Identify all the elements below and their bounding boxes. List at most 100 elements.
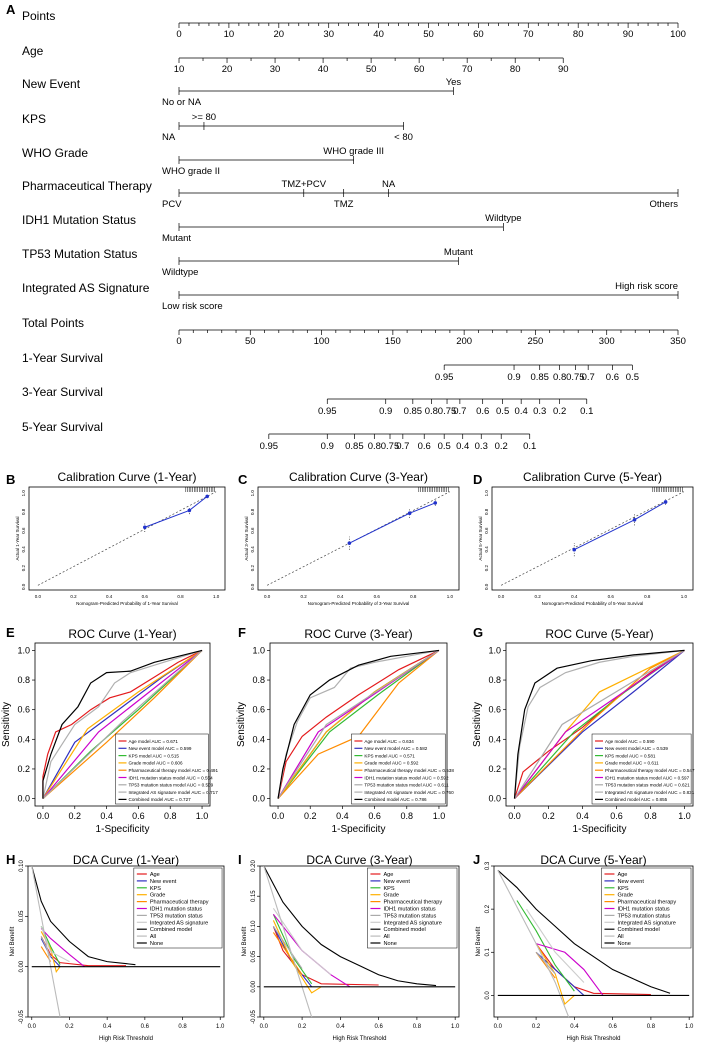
dca-legend-entry: Age [383,872,393,878]
calibration-x-tick: 0.2 [301,594,308,599]
dca-legend-box [367,867,458,949]
age-tick-label: 30 [270,64,281,75]
survival-tick-label: 0.4 [515,406,528,417]
dca-legend-entry: Combined model [150,927,192,933]
roc-legend-entry: Pharmaceutical therapy model AUC = 0.491 [129,768,219,773]
dca-curve [31,865,136,966]
calibration-point [347,541,352,545]
points-tick-label: 30 [323,29,334,40]
panel-label-f: F [238,625,246,640]
calibration-point [663,500,668,504]
roc-x-tick-label: 0.0 [37,811,50,821]
age-tick-label: 10 [174,64,185,75]
category-level-label: High risk score [615,281,678,292]
roc-y-tick-label: 0.0 [488,794,501,804]
roc-legend-entry: Age model AUC = 0.671 [129,739,179,744]
calibration-point [407,511,412,516]
roc-x-label: 1-Specificity [332,824,386,835]
calibration-x-tick: 0.8 [410,594,417,599]
roc-curve [42,649,203,799]
panel-label-e: E [6,625,15,640]
survival-tick-label: 0.5 [496,406,509,417]
survival-tick-label: 0.8 [368,441,381,452]
total-points-tick-label: 150 [385,336,401,347]
dca-y-label: Net Benefit [10,926,16,956]
nomogram-label-pharmaceutical-therapy: Pharmaceutical Therapy [22,179,152,193]
age-tick-label: 60 [414,64,425,75]
nomogram-label-1-year-survival: 1-Year Survival [22,351,103,365]
plot-frame [259,865,460,1018]
category-level-label: < 80 [394,132,413,143]
roc-legend-entry: Combined model AUC = 0.727 [129,797,192,802]
dca-curve [40,936,52,957]
roc-legend-entry: Combined model AUC = 0.855 [605,797,668,802]
category-level-label: >= 80 [192,112,216,123]
dca-legend-entry: IDH1 mutation status [383,907,435,913]
dca-curve [31,865,61,1018]
roc-y-tick-label: 0.6 [488,705,501,715]
calibration-x-label: Nomogram-Predicted Probability of 3-Year… [308,601,410,606]
age-tick-label: 80 [510,64,521,75]
roc-legend-entry: IDH1 mutation status model AUC = 0.554 [129,775,214,780]
calibration-y-tick: 0.8 [484,508,489,515]
dca-curve [40,928,85,968]
roc-curve [42,649,203,799]
calibration-x-tick: 0.0 [35,594,42,599]
roc-x-tick-label: 0.6 [132,811,145,821]
survival-tick-label: 0.9 [321,441,334,452]
dca-x-tick-label: 1.0 [216,1024,225,1030]
roc-curve [513,649,685,799]
panel-label-b: B [6,472,15,487]
panel-label-i: I [238,852,242,867]
roc-x-tick-label: 0.8 [401,811,414,821]
roc-curve [277,649,440,799]
calibration-y-tick: 0.0 [250,583,255,590]
dca-curve [516,900,575,992]
survival-tick-label: 0.1 [523,441,536,452]
dca-curve [272,907,332,976]
dca-y-tick-label: -0.05 [251,1010,257,1024]
dca-legend-entry: Pharmaceutical therapy [383,900,442,906]
dca-legend-box [601,867,692,949]
roc-curve [513,649,685,799]
roc-legend-entry: Grade model AUC = 0.592 [364,761,418,766]
calibration-y-tick: 0.6 [484,527,489,534]
roc-legend-entry: TP53 mutation status model AUC = 0.611 [364,783,449,788]
category-level-label: Yes [446,77,462,88]
roc-x-tick-label: 0.4 [576,811,589,821]
dca-curve [263,865,437,987]
dca-y-label: Net Benefit [476,926,482,956]
calibration-y-tick: 0.2 [21,564,26,571]
plot-frame [493,865,694,1018]
calibration-y-tick: 1.0 [250,490,255,497]
points-tick-label: 0 [176,29,181,40]
dca-legend-entry: Grade [150,893,166,899]
calibration-x-tick: 0.4 [571,594,578,599]
calibration-y-tick: 0.2 [484,564,489,571]
roc-legend-entry: TP53 mutation status model AUC = 0.621 [605,783,690,788]
dca-curve [272,932,303,976]
roc-x-tick-label: 0.2 [542,811,555,821]
nomogram-label-3-year-survival: 3-Year Survival [22,385,103,399]
roc-x-tick-label: 0.4 [336,811,349,821]
roc-legend-box [591,733,692,805]
nomogram-label-idh1-mutation-status: IDH1 Mutation Status [22,213,136,227]
nomogram-label-total-points: Total Points [22,316,84,330]
plot-frame [257,486,460,591]
roc-curve [277,649,440,799]
survival-tick-label: 0.1 [580,406,593,417]
panel-label-j: J [473,852,480,867]
dca-x-label: High Risk Threshold [333,1036,387,1042]
roc-x-tick-label: 0.2 [69,811,82,821]
survival-tick-label: 0.7 [396,441,409,452]
survival-tick-label: 0.75 [566,372,585,383]
dca-legend-entry: Pharmaceutical therapy [617,900,676,906]
category-level-label: TMZ [334,199,354,210]
roc-title: ROC Curve (5-Year) [545,627,653,641]
dca-y-tick-label: 0.20 [251,860,257,872]
points-tick-label: 80 [573,29,584,40]
survival-tick-label: 0.85 [530,372,549,383]
calibration-point [433,501,438,505]
dca-legend-entry: KPS [150,886,161,892]
dca-legend-entry: None [617,941,630,947]
